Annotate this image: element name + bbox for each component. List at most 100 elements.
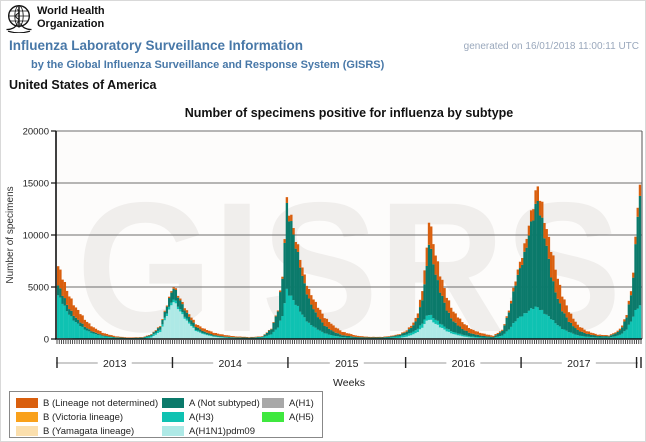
bar-b_lineage_not_determined — [581, 327, 584, 332]
bar-b_lineage_not_determined — [219, 334, 222, 337]
bar-b_lineage_not_determined — [125, 337, 129, 338]
week-ticks — [56, 340, 642, 344]
bar-b_lineage_not_determined — [614, 332, 617, 334]
bar-a_h3 — [585, 336, 588, 339]
bar-a_h3 — [569, 332, 573, 339]
bar-a_h3 — [592, 337, 595, 339]
bar-a_not_subtyped — [545, 245, 548, 315]
bar-a_h3 — [208, 334, 211, 336]
bar-b_lineage_not_determined — [270, 328, 273, 330]
bar-b_lineage_not_determined — [63, 282, 67, 299]
bar-a_h3 — [292, 300, 295, 339]
bar-a_not_subtyped — [616, 331, 619, 336]
bar-a_not_subtyped — [154, 330, 158, 333]
legend-swatch-icon — [16, 426, 38, 436]
bar-a_h1n1pdm09 — [205, 335, 209, 339]
bar-b_lineage_not_determined — [441, 279, 444, 296]
bar-a_h3 — [312, 326, 315, 339]
bar-a_not_subtyped — [159, 326, 162, 330]
bar-b_lineage_not_determined — [110, 335, 113, 337]
bar-a_h3 — [103, 336, 106, 339]
bar-b_lineage_not_determined — [512, 287, 515, 292]
bar-a_h3 — [552, 320, 555, 339]
legend-item: A (Not subtyped) — [162, 397, 260, 409]
bar-a_h1n1pdm09 — [461, 336, 464, 339]
bar-b_lineage_not_determined — [205, 330, 209, 333]
bar-a_not_subtyped — [334, 332, 337, 337]
bar-b_lineage_not_determined — [239, 336, 242, 338]
bar-a_h3 — [618, 334, 622, 339]
bar-a_h3 — [159, 329, 162, 332]
bar-a_h1n1pdm09 — [161, 326, 164, 339]
bar-a_not_subtyped — [352, 336, 355, 338]
bar-a_not_subtyped — [181, 304, 184, 312]
bar-b_lineage_not_determined — [434, 255, 437, 275]
bar-b_lineage_not_determined — [183, 308, 186, 311]
bar-a_not_subtyped — [247, 337, 251, 339]
bar-a_not_subtyped — [94, 332, 98, 335]
bar-a_not_subtyped — [243, 337, 246, 338]
bar-a_h3 — [330, 335, 333, 339]
bar-a_not_subtyped — [618, 330, 622, 335]
bar-b_lineage_not_determined — [201, 328, 204, 331]
bar-b_lineage_not_determined — [59, 269, 62, 289]
bar-b_lineage_not_determined — [470, 329, 473, 334]
bar-b_lineage_not_determined — [443, 288, 446, 303]
bar-a_h3 — [483, 337, 486, 339]
bar-a_not_subtyped — [336, 333, 340, 337]
bar-a_not_subtyped — [221, 336, 224, 337]
bar-a_h3 — [532, 309, 535, 339]
bar-a_h3 — [581, 335, 584, 339]
bar-b_lineage_not_determined — [423, 270, 426, 285]
bar-b_lineage_not_determined — [150, 334, 153, 335]
legend-label: B (Lineage not determined) — [43, 397, 159, 409]
bar-b_lineage_not_determined — [94, 328, 98, 333]
bar-b_lineage_not_determined — [454, 313, 457, 323]
bar-b_lineage_not_determined — [372, 336, 375, 338]
bar-a_not_subtyped — [188, 316, 191, 322]
bar-a_not_subtyped — [196, 327, 200, 331]
bar-b_lineage_not_determined — [325, 318, 329, 327]
bar-b_lineage_not_determined — [556, 278, 559, 299]
bar-a_h3 — [339, 336, 342, 339]
bar-a_not_subtyped — [150, 334, 153, 336]
bar-a_h3 — [327, 334, 331, 339]
bar-b_lineage_not_determined — [247, 337, 251, 338]
bar-a_h3 — [392, 337, 395, 339]
bar-b_lineage_not_determined — [119, 336, 122, 338]
bar-b_lineage_not_determined — [70, 298, 73, 311]
legend-swatch-icon — [262, 412, 284, 422]
bar-b_lineage_not_determined — [316, 307, 320, 318]
bar-a_not_subtyped — [148, 335, 151, 337]
bar-b_lineage_not_determined — [101, 332, 104, 336]
generated-timestamp: generated on 16/01/2018 11:00:11 UTC — [463, 41, 639, 52]
bar-b_lineage_not_determined — [354, 335, 357, 337]
legend-item: A(H3) — [162, 411, 214, 423]
bar-a_not_subtyped — [225, 336, 229, 338]
bar-a_not_subtyped — [57, 285, 60, 296]
bar-b_lineage_not_determined — [285, 197, 289, 203]
bar-a_h3 — [296, 305, 300, 339]
bar-a_h3 — [203, 333, 206, 335]
bar-a_h3 — [230, 337, 233, 339]
bar-a_h3 — [156, 330, 160, 333]
bar-a_not_subtyped — [132, 337, 135, 339]
bar-a_not_subtyped — [287, 221, 291, 296]
bar-b_lineage_not_determined — [463, 324, 466, 331]
bar-b_lineage_not_determined — [361, 336, 364, 338]
bar-a_h3 — [621, 333, 624, 339]
bar-a_not_subtyped — [461, 328, 464, 335]
bar-a_not_subtyped — [536, 201, 539, 308]
bar-a_not_subtyped — [494, 335, 497, 338]
bar-a_not_subtyped — [110, 336, 113, 338]
bar-b_lineage_not_determined — [392, 335, 395, 337]
bar-b_lineage_not_determined — [561, 296, 564, 312]
bar-a_h3 — [387, 337, 391, 339]
bar-a_not_subtyped — [267, 330, 271, 335]
bar-a_h3 — [527, 310, 531, 339]
bar-a_h1n1pdm09 — [176, 309, 180, 339]
bar-a_h3 — [394, 336, 397, 339]
bar-a_not_subtyped — [601, 336, 604, 338]
bar-a_h1n1pdm09 — [156, 332, 160, 339]
bar-a_not_subtyped — [474, 334, 477, 337]
